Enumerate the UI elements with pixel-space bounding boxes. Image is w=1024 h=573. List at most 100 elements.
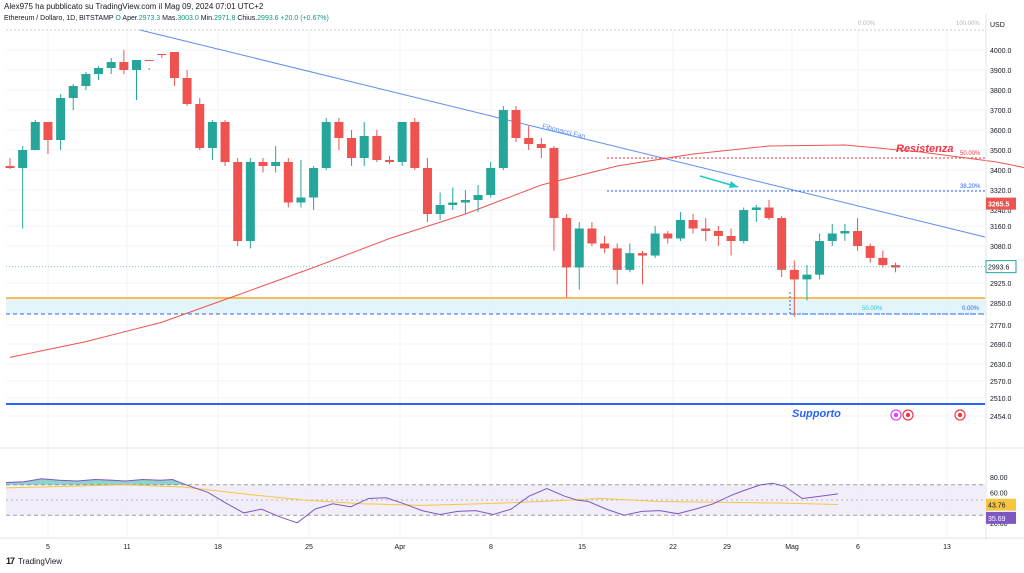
footer-brand-text: TradingView: [18, 556, 63, 566]
fib-top-left-label: 0.00%: [858, 21, 876, 27]
fibonacci-fan-line: [139, 29, 986, 238]
high-label: Mas.: [162, 15, 178, 22]
candle-body: [182, 78, 192, 104]
last-price-badge: [985, 260, 1017, 274]
lightning-event-icon-core: [893, 412, 899, 418]
chart-overlays: [6, 29, 1024, 405]
candle-body: [18, 150, 28, 168]
low-value: 2971.8: [213, 15, 236, 22]
candle-body: [132, 60, 141, 70]
chart-labels-layer: Fibonacci Fan Resistenza Supporto 0.00% 100.…: [542, 21, 981, 421]
candle-body: [498, 110, 508, 168]
fib-zone: [6, 299, 985, 314]
candle-body: [650, 233, 660, 256]
time-tick-label: 6: [856, 544, 860, 551]
rsi-panel: [0, 447, 1024, 524]
candle-body: [94, 68, 104, 74]
candle-body: [789, 269, 799, 280]
candle-body: [347, 138, 357, 158]
open-value: 2973.3: [138, 15, 161, 22]
candle-body: [726, 236, 736, 241]
price-tick-label: 3160.0: [990, 224, 1012, 231]
rsi-ma-value: 43.76: [988, 503, 1006, 510]
candle-body: [486, 168, 496, 195]
ma-value-badge: [986, 197, 1016, 210]
rsi-ma-line: [5, 484, 839, 506]
price-tick-label: 2690.0: [990, 342, 1012, 349]
rsi-tick-label: 20.00: [990, 521, 1008, 528]
price-tick-label: 4000.0: [990, 48, 1012, 55]
price-tick-label: 2454.0: [990, 414, 1012, 421]
price-tick-label: 2570.0: [990, 379, 1012, 386]
rsi-ma-badge: [986, 498, 1016, 511]
candle-body: [751, 207, 761, 210]
candle-body: [106, 62, 116, 68]
candle-body: [144, 60, 154, 61]
fib-50-support-label: 50.00%: [862, 306, 883, 312]
candle-body: [448, 202, 458, 205]
candle-body: [410, 122, 420, 168]
price-tick-label: 3400.0: [990, 168, 1012, 175]
time-tick-label: 8: [489, 544, 493, 551]
candle-body: [460, 200, 470, 203]
price-tick-label: 2510.0: [990, 396, 1012, 403]
footer-brand: 17 TradingView: [6, 556, 62, 566]
candle-body: [81, 74, 91, 86]
candle-body: [245, 162, 255, 241]
candle-body: [739, 210, 749, 241]
price-tick-label: 3600.0: [990, 128, 1012, 135]
candle-body: [157, 54, 167, 55]
fib-top-right-label: 100.00%: [956, 21, 980, 27]
currency-label: USD: [990, 22, 1005, 29]
fib-0-support-label: 0.00%: [962, 306, 980, 312]
rsi-line: [5, 478, 839, 524]
candle-body: [891, 265, 900, 268]
candle-body: [840, 231, 850, 234]
candle-body: [422, 168, 432, 214]
last-price-label: 2993.6: [988, 265, 1010, 272]
candle-body: [675, 220, 685, 239]
high-value: 3003.0: [177, 15, 199, 22]
time-tick-label: 15: [578, 544, 586, 551]
market-status-dot: O: [115, 15, 121, 22]
candle-body: [372, 136, 382, 160]
candle-body: [283, 162, 293, 203]
candle-body: [865, 246, 875, 258]
price-tick-label: 3800.0: [990, 88, 1012, 95]
rsi-value: 35.69: [988, 516, 1006, 523]
candle-body: [385, 160, 394, 162]
candle-body: [258, 162, 268, 166]
price-tick-label: 3080.0: [990, 244, 1012, 251]
candle-body: [511, 110, 521, 138]
candle-body: [574, 228, 584, 268]
candle-body: [207, 122, 217, 148]
publisher-line: Alex975 ha pubblicato su TradingView.com…: [4, 2, 264, 11]
chart-grid: [6, 30, 985, 537]
candle-body: [562, 218, 572, 268]
candle-body: [638, 253, 647, 256]
time-tick-label: 25: [305, 544, 313, 551]
price-tick-label: 2850.0: [990, 301, 1012, 308]
open-label: Aper.: [122, 15, 139, 22]
candle-body: [524, 138, 534, 144]
candles-layer: [5, 50, 900, 317]
time-tick-label: 5: [46, 544, 50, 551]
price-tick-label: 2770.0: [990, 323, 1012, 330]
tradingview-logo-icon: 17: [6, 556, 15, 566]
time-tick-label: 22: [669, 544, 677, 551]
axes-layer: USD 4000.0 3900.0 3800.0 3700.0 3600.0 3500.0 3…: [0, 14, 1024, 551]
rsi-tick-label: 60.00: [990, 490, 1008, 497]
resistance-label: Resistenza: [896, 143, 953, 155]
time-tick-label: Mag: [785, 544, 799, 551]
rsi-badge: [986, 511, 1016, 524]
fibonacci-fan-label: Fibonacci Fan: [542, 123, 586, 140]
candle-body: [68, 86, 78, 98]
candle-body: [713, 231, 723, 236]
candle-body: [334, 122, 344, 138]
price-tick-label: 3500.0: [990, 148, 1012, 155]
candle-body: [296, 197, 306, 203]
candle-body: [5, 166, 15, 168]
candle-body: [777, 218, 787, 270]
candle-body: [321, 122, 331, 168]
